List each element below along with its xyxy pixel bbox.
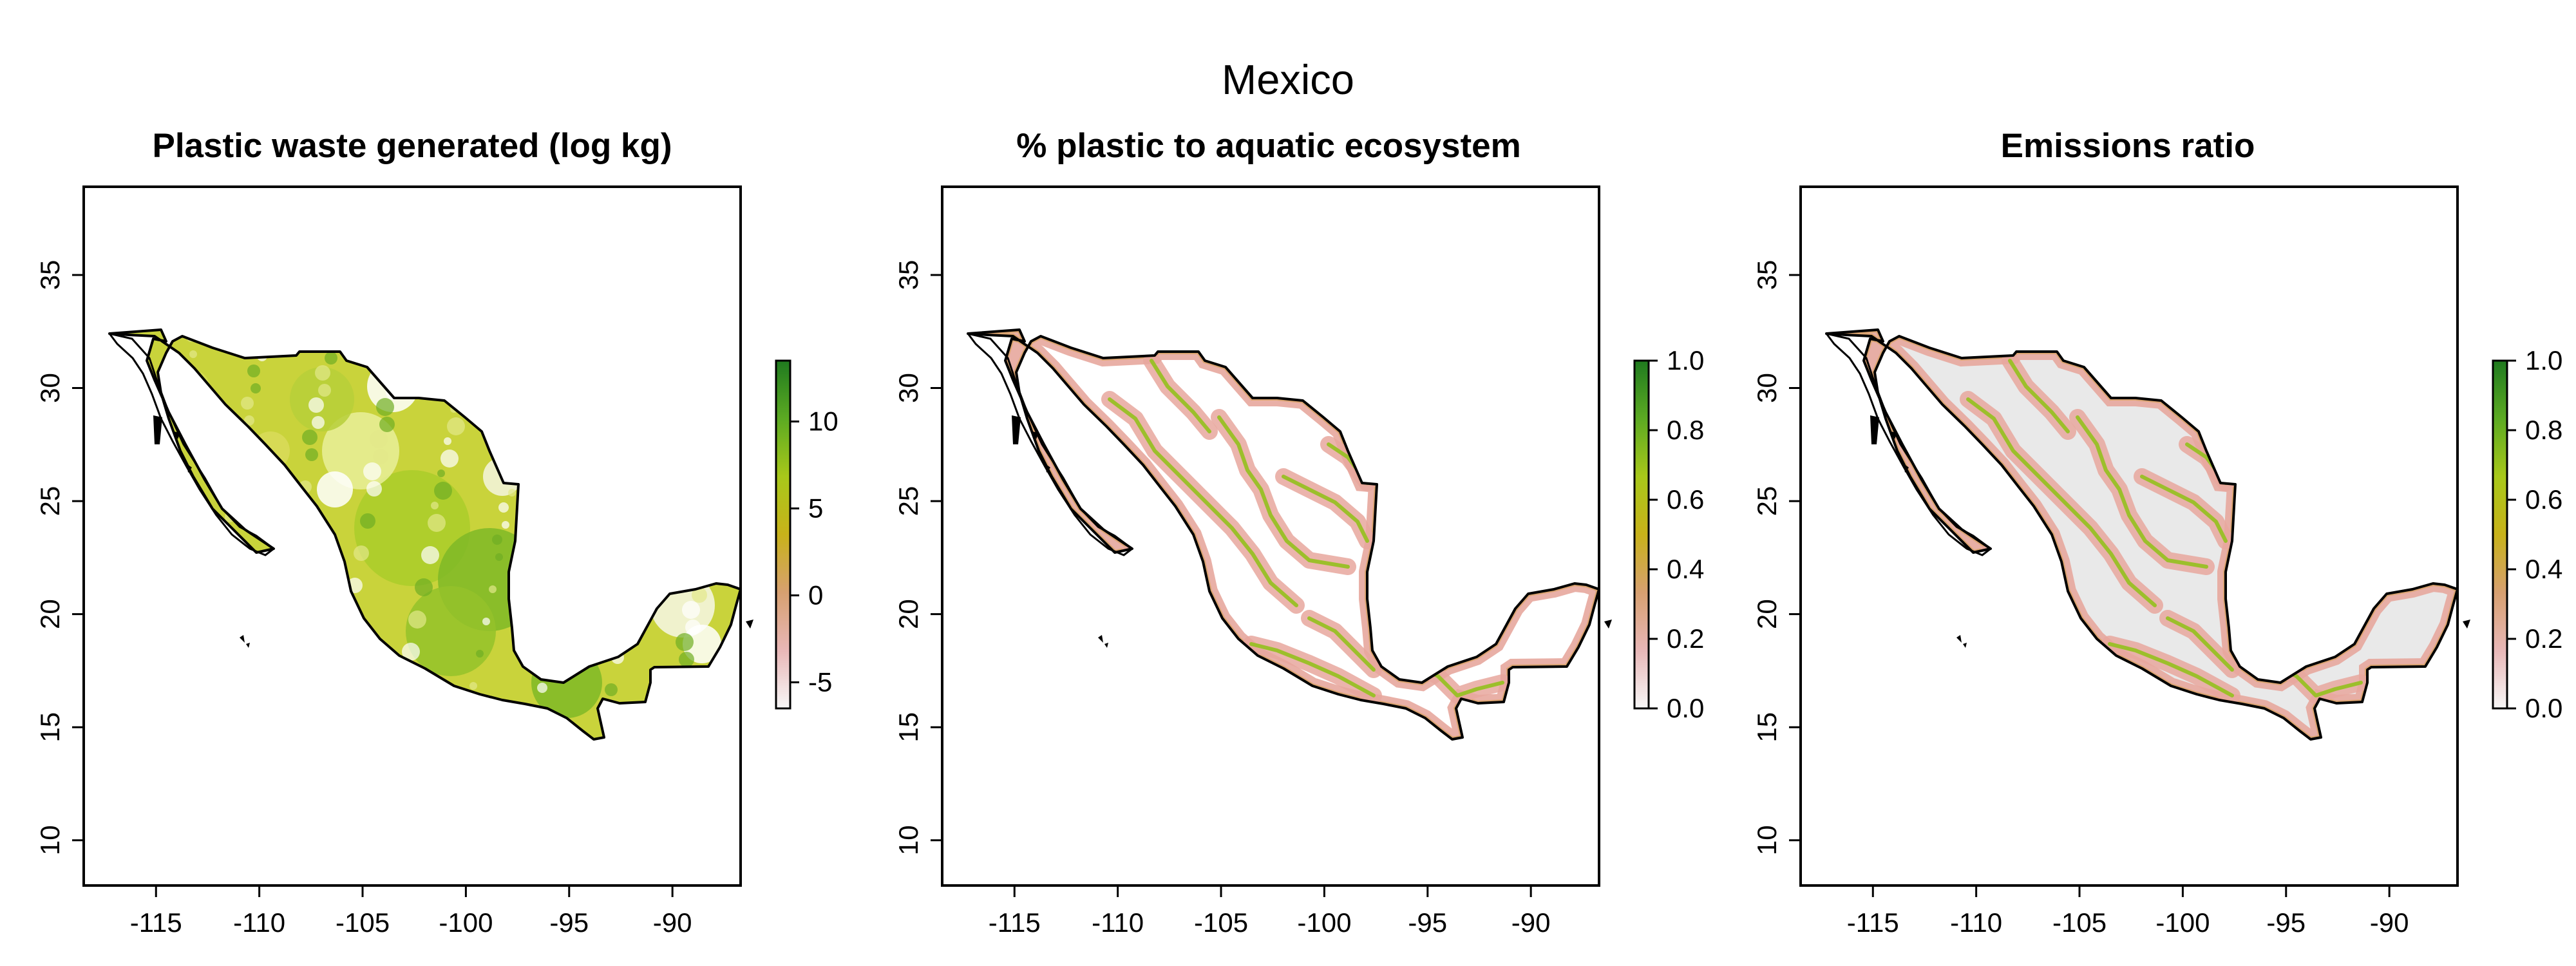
colorbar [1633,359,1650,710]
colorbar-tick-label: 10 [808,406,838,437]
colorbar-tick-label: 0 [808,580,823,611]
baja-outline [1825,332,1992,556]
colorbar-tick-label: 0.0 [1667,693,1704,723]
y-tick-label: 35 [1752,260,1782,290]
island [187,464,192,473]
island [153,415,162,444]
island [1098,635,1103,643]
x-tick-label: -115 [989,907,1041,938]
y-tick-label: 30 [893,373,923,403]
panel-title: % plastic to aquatic ecosystem [1016,127,1521,165]
y-tick-label: 20 [893,599,923,629]
colorbar [2492,359,2508,710]
y-tick-label: 35 [35,260,65,290]
y-tick-label: 10 [35,825,65,855]
country-outline [108,328,742,741]
y-tick-label: 30 [1752,373,1782,403]
x-tick-label: -115 [1847,907,1899,938]
y-tick-label: 15 [35,712,65,743]
colorbar [775,359,791,710]
country-outline [967,328,1600,741]
colorbar-tick-label: 1.0 [2525,345,2562,375]
x-tick-label: -110 [1092,907,1144,938]
x-tick-label: -90 [1511,907,1551,938]
x-tick-label: -105 [1194,907,1248,938]
country-outline [1825,328,2459,741]
map-plastic-aquatic: -115 -110 -105 -100 -95 -90 10 15 20 25 30 35 0.0 0.2… [893,185,1704,938]
colorbar-tick-label: 0.8 [2525,415,2562,445]
island [1045,464,1050,473]
island [174,431,180,439]
x-tick-label: -105 [336,907,390,938]
island [1956,635,1962,643]
island [1891,431,1897,439]
y-tick-label: 35 [893,260,923,290]
x-tick-label: -115 [130,907,182,938]
baja-outline [967,332,1133,556]
colorbar-tick-label: 0.6 [1667,484,1704,515]
y-tick-label: 15 [1752,712,1782,743]
y-tick-label: 15 [893,712,923,743]
y-tick-label: 10 [893,825,923,855]
x-tick-label: -100 [2155,907,2210,938]
colorbar-tick-label: 0.2 [2525,623,2562,654]
panel-emissions-ratio: Emissions ratio -115 -110 -105 -100 -95 -90 10… [1717,0,2576,966]
island [1963,643,1967,648]
island [1870,415,1879,444]
x-tick-label: -105 [2052,907,2107,938]
y-tick-label: 25 [893,486,923,516]
colorbar-tick-label: 1.0 [1667,345,1704,375]
colorbar-tick-label: 0.4 [1667,554,1704,584]
x-tick-label: -110 [1950,907,2002,938]
colorbar-tick-label: 0.0 [2525,693,2562,723]
baja-outline [108,332,275,556]
colorbar-tick-label: 5 [808,493,823,524]
y-tick-label: 20 [1752,599,1782,629]
y-tick-label: 25 [35,486,65,516]
x-tick-label: -100 [1297,907,1351,938]
colorbar-tick-label: 0.8 [1667,415,1704,445]
x-tick-label: -90 [653,907,692,938]
island [240,635,245,643]
figure-title: Mexico [1222,56,1354,103]
island [246,643,250,648]
x-tick-label: -110 [233,907,285,938]
x-tick-label: -100 [439,907,493,938]
island [1104,643,1108,648]
island [1032,431,1039,439]
x-tick-label: -90 [2370,907,2409,938]
colorbar-tick-label: 0.4 [2525,554,2562,584]
panel-plastic-waste: Plastic waste generated (log kg) -115 -11… [0,0,858,966]
colorbar-tick-label: -5 [808,667,832,697]
island [2463,620,2470,629]
y-tick-label: 30 [35,373,65,403]
island [1604,620,1612,629]
map-emissions-ratio: -115 -110 -105 -100 -95 -90 10 15 20 25 30 35 0.0 0.2… [1752,185,2562,938]
x-tick-label: -95 [2266,907,2306,938]
island [1012,415,1021,444]
panel-plastic-aquatic: % plastic to aquatic ecosystem -115 -110-… [858,0,1717,966]
panel-title: Plastic waste generated (log kg) [152,127,672,165]
x-tick-label: -95 [549,907,589,938]
island [1904,464,1909,473]
colorbar-tick-label: 0.2 [1667,623,1704,654]
map-plastic-waste: -115 -110 -105 -100 -95 -90 10 15 20 25 30 35 -5 0 5 10 [35,185,838,938]
y-tick-label: 20 [35,599,65,629]
y-tick-label: 25 [1752,486,1782,516]
panel-title: Emissions ratio [2000,127,2255,165]
island [746,620,753,629]
colorbar-tick-label: 0.6 [2525,484,2562,515]
y-tick-label: 10 [1752,825,1782,855]
x-tick-label: -95 [1408,907,1447,938]
